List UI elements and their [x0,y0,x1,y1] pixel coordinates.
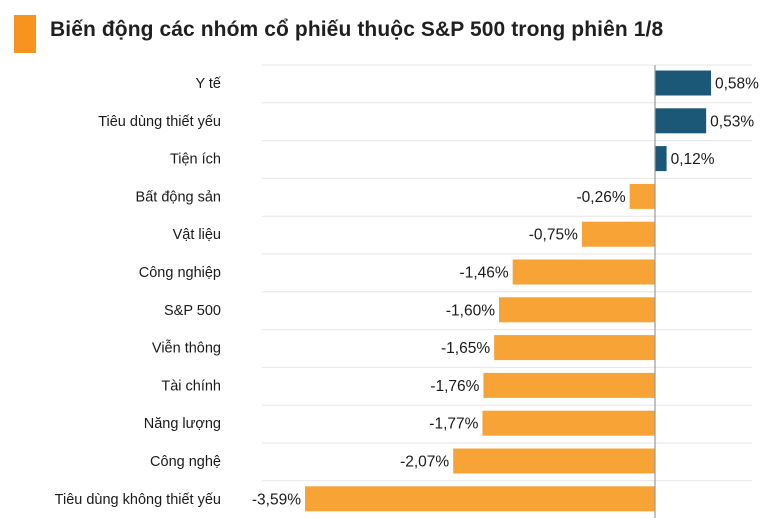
value-label: 0,53% [710,113,754,130]
bar [581,221,655,247]
category-label: Công nghệ [150,454,221,470]
bar [655,108,707,134]
value-label: -1,77% [429,416,478,433]
bar [655,146,667,172]
category-label: Tài chính [161,378,221,394]
bar [629,183,655,209]
bar [482,410,655,436]
value-label: -2,07% [400,454,449,471]
value-label: -1,46% [460,265,509,282]
category-label: Tiêu dùng không thiết yếu [55,492,221,508]
category-label: S&P 500 [164,303,221,319]
value-label: -3,59% [252,491,301,508]
chart-title: Biến động các nhóm cổ phiếu thuộc S&P 50… [50,18,664,41]
category-label: Tiện ích [170,152,221,168]
value-label: -0,26% [577,189,626,206]
category-label: Năng lượng [144,416,221,432]
bar [453,448,655,474]
category-label: Công nghiệp [139,265,221,281]
bar [305,486,655,512]
value-label: 0,58% [715,76,759,93]
value-label: 0,12% [671,151,715,168]
value-label: -1,76% [430,378,479,395]
bar [499,297,655,323]
category-label: Y tế [195,76,221,92]
title-accent-bar [14,15,36,53]
category-label: Vật liệu [173,227,221,243]
bar [494,335,655,361]
category-label: Viễn thông [152,340,221,357]
bar [655,70,711,96]
bar [483,372,655,398]
category-label: Tiêu dùng thiết yếu [98,114,221,130]
value-label: -1,60% [446,302,495,319]
category-label: Bất động sản [136,189,221,205]
value-label: -0,75% [529,227,578,244]
bar [512,259,655,285]
value-label: -1,65% [441,340,490,357]
chart-header: Biến động các nhóm cổ phiếu thuộc S&P 50… [0,0,783,60]
